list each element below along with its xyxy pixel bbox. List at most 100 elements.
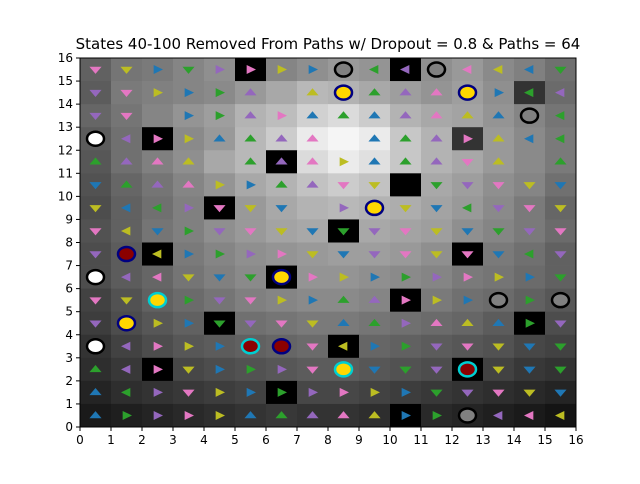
- x-tick-label: 3: [169, 433, 177, 447]
- policy-arrow-left: [152, 203, 162, 213]
- y-tick-label: 12: [58, 143, 73, 157]
- policy-arrow-right: [215, 65, 225, 75]
- policy-arrow-down: [306, 228, 319, 236]
- chart-title: States 40-100 Removed From Paths w/ Drop…: [76, 35, 581, 53]
- policy-arrow-right: [277, 249, 287, 259]
- policy-arrow-left: [462, 203, 472, 213]
- policy-arrow-left: [152, 272, 162, 282]
- policy-arrow-left: [555, 134, 565, 144]
- policy-arrow-right: [153, 134, 163, 144]
- y-tick-label: 5: [65, 305, 73, 319]
- state-marker-gray_black: [488, 291, 509, 309]
- policy-arrow-up: [244, 88, 257, 96]
- policy-arrow-down: [492, 205, 505, 213]
- state-marker-yellow_navy: [364, 199, 385, 217]
- policy-arrow-down: [213, 228, 226, 236]
- policy-arrow-down: [89, 89, 102, 97]
- policy-arrow-down: [89, 66, 102, 74]
- policy-arrow-right: [215, 387, 225, 397]
- policy-arrow-down: [368, 251, 381, 259]
- policy-arrow-down: [244, 228, 257, 236]
- x-tick-label: 11: [413, 433, 428, 447]
- policy-arrow-left: [493, 410, 503, 420]
- policy-arrow-left: [524, 134, 534, 144]
- policy-arrow-right: [246, 180, 256, 190]
- y-tick-label: 2: [65, 374, 73, 388]
- policy-arrow-down: [368, 182, 381, 190]
- policy-arrow-down: [554, 251, 567, 259]
- policy-arrow-right: [215, 88, 225, 98]
- policy-arrow-up: [275, 411, 288, 419]
- policy-arrow-down: [306, 320, 319, 328]
- policy-arrow-up: [399, 111, 412, 119]
- policy-arrow-up: [461, 111, 474, 119]
- policy-arrow-down: [430, 389, 443, 397]
- state-marker-yellow_navy: [116, 314, 137, 332]
- policy-arrow-down: [399, 366, 412, 374]
- policy-arrow-down: [306, 343, 319, 351]
- policy-arrow-right: [463, 295, 473, 305]
- policy-arrow-down: [554, 205, 567, 213]
- policy-arrow-right: [122, 410, 132, 420]
- y-tick-label: 16: [58, 51, 73, 65]
- policy-arrow-down: [89, 182, 102, 190]
- policy-arrow-down: [151, 228, 164, 236]
- policy-arrow-up: [492, 111, 505, 119]
- policy-arrow-right: [494, 272, 504, 282]
- policy-arrow-up: [120, 157, 133, 165]
- policy-arrow-right: [153, 341, 163, 351]
- policy-arrow-up: [89, 364, 102, 373]
- policy-arrow-right: [401, 272, 411, 282]
- heatmap-cell: [390, 173, 422, 197]
- policy-arrow-right: [184, 134, 194, 144]
- y-tick-label: 11: [58, 166, 73, 180]
- policy-arrow-right: [432, 272, 442, 282]
- state-marker-darkred_navy: [116, 245, 137, 263]
- state-marker-yellow_navy: [271, 268, 292, 286]
- policy-arrow-up: [368, 295, 381, 303]
- policy-arrow-down: [523, 182, 536, 190]
- policy-arrow-down: [89, 320, 102, 328]
- policy-arrow-up: [89, 411, 102, 419]
- policy-arrow-right: [153, 65, 163, 75]
- policy-arrow-left: [555, 410, 565, 420]
- policy-arrow-right: [277, 65, 287, 75]
- policy-arrow-right: [308, 295, 318, 305]
- policy-arrow-up: [151, 180, 164, 188]
- x-tick-label: 7: [293, 433, 301, 447]
- policy-arrow-right: [153, 387, 163, 397]
- policy-arrow-down: [430, 182, 443, 190]
- policy-arrow-down: [213, 274, 226, 282]
- policy-arrow-up: [306, 88, 319, 96]
- policy-arrow-down: [275, 320, 288, 328]
- policy-arrow-left: [524, 249, 534, 259]
- policy-arrow-left: [121, 226, 131, 236]
- y-tick-label: 14: [58, 97, 73, 111]
- y-tick-label: 0: [65, 420, 73, 434]
- x-tick-label: 13: [475, 433, 490, 447]
- policy-arrow-right: [184, 226, 194, 236]
- policy-arrow-right: [525, 295, 535, 305]
- policy-arrow-down: [554, 66, 567, 74]
- policy-arrow-right: [494, 88, 504, 98]
- policy-arrow-right: [525, 272, 535, 282]
- policy-arrow-down: [399, 251, 412, 259]
- policy-arrow-down: [554, 228, 567, 236]
- policy-arrow-up: [399, 134, 412, 142]
- policy-arrow-down: [523, 205, 536, 213]
- policy-arrow-up: [492, 318, 505, 326]
- policy-arrow-down: [430, 343, 443, 351]
- state-marker-white_black: [85, 268, 106, 286]
- y-tick-label: 15: [58, 74, 73, 88]
- x-tick-label: 5: [231, 433, 239, 447]
- policy-arrow-down: [492, 389, 505, 397]
- policy-arrow-up: [492, 134, 505, 142]
- state-marker-yellow_navy: [457, 84, 478, 101]
- state-marker-yellow_navy: [333, 84, 354, 101]
- policy-arrow-down: [182, 389, 195, 397]
- policy-arrow-up: [492, 157, 505, 165]
- policy-arrow-down: [244, 205, 257, 213]
- policy-arrow-down: [492, 228, 505, 236]
